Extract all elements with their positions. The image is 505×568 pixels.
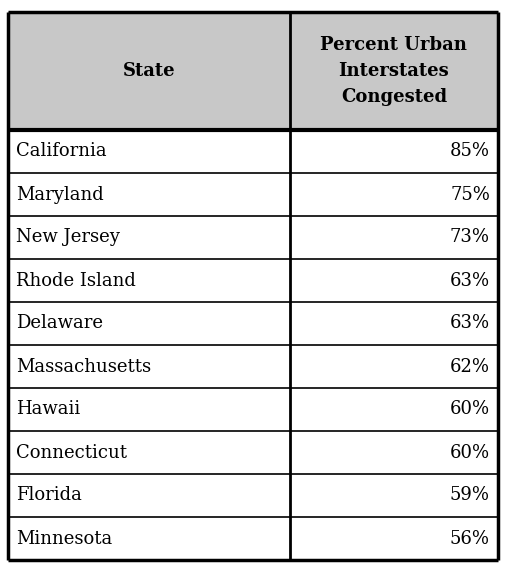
Bar: [8, 302, 497, 345]
Text: Percent Urban
Interstates
Congested: Percent Urban Interstates Congested: [320, 36, 467, 106]
Bar: [8, 259, 497, 302]
Bar: [8, 517, 497, 560]
Text: Rhode Island: Rhode Island: [16, 272, 136, 290]
Bar: [8, 474, 497, 517]
Text: 63%: 63%: [449, 315, 489, 332]
Text: 59%: 59%: [449, 487, 489, 504]
Text: Delaware: Delaware: [16, 315, 103, 332]
Text: 60%: 60%: [449, 444, 489, 461]
Text: Hawaii: Hawaii: [16, 400, 80, 419]
Text: 60%: 60%: [449, 400, 489, 419]
Text: 56%: 56%: [449, 529, 489, 548]
Bar: [8, 130, 497, 173]
Text: State: State: [122, 62, 175, 80]
Bar: [8, 173, 497, 216]
Text: Massachusetts: Massachusetts: [16, 357, 151, 375]
Text: Connecticut: Connecticut: [16, 444, 127, 461]
Text: 73%: 73%: [449, 228, 489, 247]
Text: 85%: 85%: [449, 143, 489, 161]
Bar: [8, 431, 497, 474]
Text: Minnesota: Minnesota: [16, 529, 112, 548]
Text: California: California: [16, 143, 107, 161]
Text: 75%: 75%: [449, 186, 489, 203]
Text: 63%: 63%: [449, 272, 489, 290]
Bar: [8, 345, 497, 388]
Text: Maryland: Maryland: [16, 186, 104, 203]
Bar: [8, 388, 497, 431]
Bar: [8, 12, 497, 130]
Text: 62%: 62%: [449, 357, 489, 375]
Text: New Jersey: New Jersey: [16, 228, 120, 247]
Text: Florida: Florida: [16, 487, 82, 504]
Bar: [8, 216, 497, 259]
